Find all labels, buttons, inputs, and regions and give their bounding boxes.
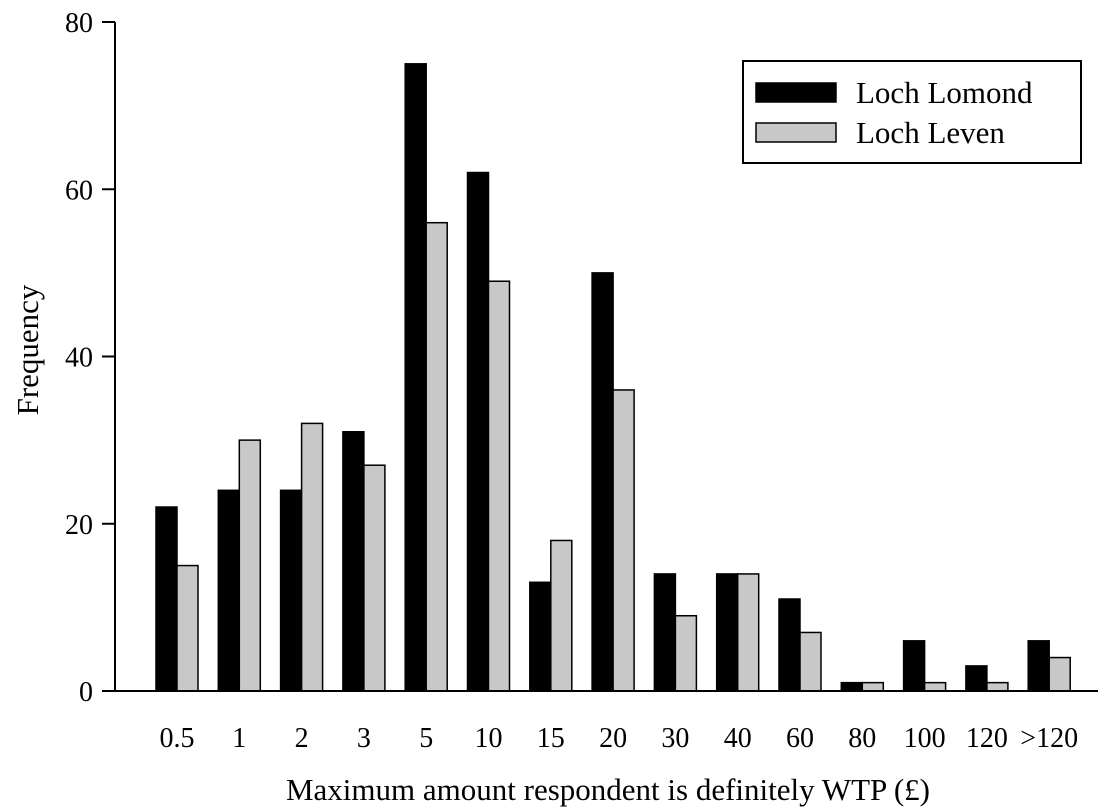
- y-tick-label: 80: [65, 8, 93, 39]
- bar-loch-leven-120: [986, 681, 1009, 692]
- y-tick-label: 20: [65, 510, 93, 541]
- legend-swatch-loch-lomond: [755, 82, 837, 103]
- x-tick-label: 1: [232, 723, 246, 754]
- x-axis-label: Maximum amount respondent is definitely …: [286, 772, 930, 807]
- x-tick-label: 2: [295, 723, 309, 754]
- y-tick-label: 40: [65, 343, 93, 374]
- bar-loch-lomond-gt120: [1027, 640, 1050, 692]
- x-tick-label: 40: [724, 723, 752, 754]
- x-tick-label: 10: [475, 723, 503, 754]
- bar-loch-leven-20: [612, 389, 635, 692]
- bar-loch-lomond-3: [342, 431, 365, 692]
- x-tick-label: 0.5: [160, 723, 195, 754]
- x-tick-label: 15: [537, 723, 565, 754]
- y-ticks: 0 20 40 60 80: [65, 8, 115, 708]
- x-tick-label: 120: [966, 723, 1008, 754]
- x-tick-label: 100: [904, 723, 946, 754]
- bar-loch-lomond-15: [529, 581, 552, 692]
- bar-loch-leven-1: [238, 439, 262, 692]
- bar-loch-lomond-5: [404, 63, 427, 692]
- legend-swatch-loch-leven: [755, 122, 837, 143]
- bar-loch-lomond-20: [591, 272, 614, 692]
- bar-loch-lomond-1: [217, 489, 241, 692]
- bar-loch-leven-5: [425, 221, 448, 692]
- bar-loch-leven-30: [674, 614, 698, 692]
- x-tick-label: 60: [786, 723, 814, 754]
- bars-layer: [155, 63, 1071, 692]
- bar-loch-leven-80: [861, 681, 885, 692]
- bar-loch-leven-15: [550, 539, 573, 692]
- y-tick-label: 60: [65, 175, 93, 206]
- x-tick-label: 20: [599, 723, 627, 754]
- bar-loch-lomond-10: [466, 171, 490, 692]
- bar-loch-leven-3: [363, 464, 386, 692]
- bar-loch-lomond-80: [840, 681, 864, 692]
- bar-loch-lomond-100: [902, 640, 926, 692]
- x-tick-label: 5: [419, 723, 433, 754]
- bar-loch-lomond-60: [778, 598, 801, 692]
- bar-loch-lomond-2: [279, 489, 303, 692]
- bar-loch-lomond-40: [715, 573, 739, 692]
- bar-loch-leven-2: [300, 422, 324, 692]
- legend-label-loch-lomond: Loch Lomond: [856, 75, 1033, 110]
- y-axis-label: Frequency: [10, 284, 45, 415]
- bar-loch-lomond-0-5: [155, 506, 178, 692]
- bar-loch-lomond-30: [653, 573, 677, 692]
- bar-loch-leven-40: [736, 573, 760, 692]
- bar-loch-leven-60: [799, 631, 822, 692]
- bar-loch-lomond-120: [965, 665, 988, 692]
- x-tick-label: 80: [848, 723, 876, 754]
- bar-loch-leven-10: [487, 280, 511, 692]
- legend-box: [742, 60, 1082, 164]
- bar-loch-leven-gt120: [1048, 656, 1071, 692]
- bar-loch-leven-100: [923, 681, 947, 692]
- bar-loch-leven-0-5: [176, 564, 199, 692]
- x-ticks: 0.5 1 2 3 5 10 15 20 30 40 60 80 100 120 >120: [160, 723, 1079, 754]
- legend: Loch Lomond Loch Leven: [742, 60, 1082, 164]
- legend-label-loch-leven: Loch Leven: [856, 115, 1005, 150]
- x-tick-label: 3: [357, 723, 371, 754]
- x-tick-label: 30: [661, 723, 689, 754]
- x-tick-label: >120: [1020, 723, 1078, 754]
- y-tick-label: 0: [79, 677, 93, 708]
